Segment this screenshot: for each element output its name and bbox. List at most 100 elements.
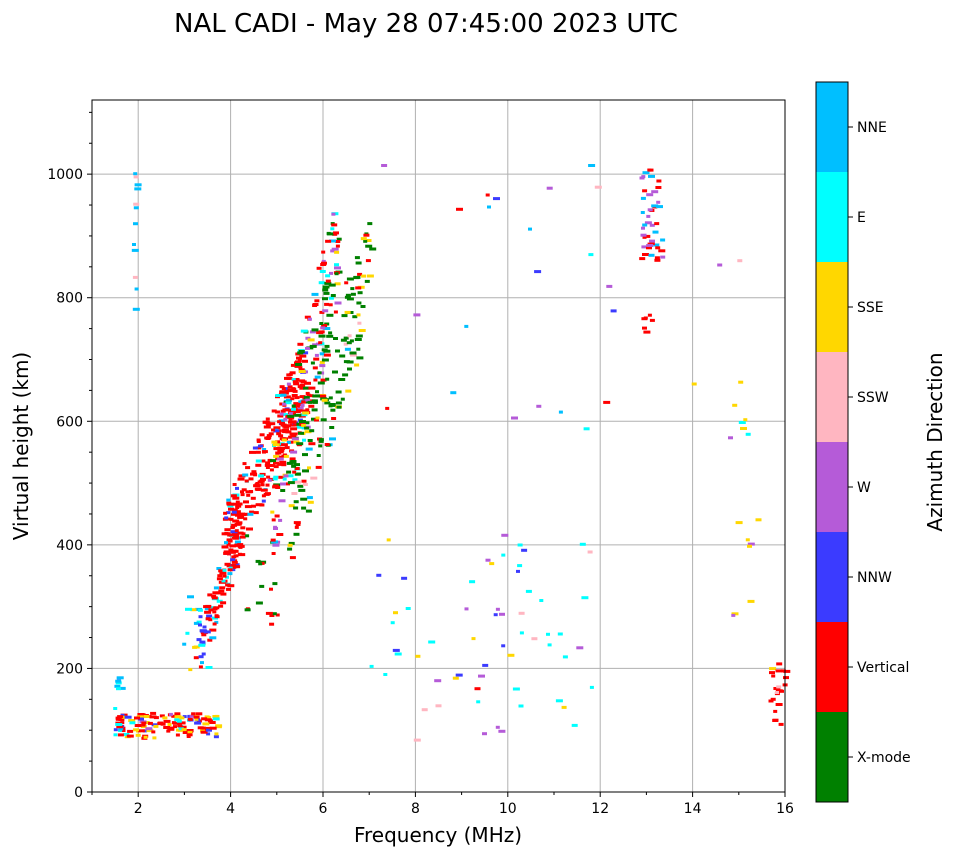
data-point — [307, 400, 313, 404]
data-point — [209, 628, 217, 632]
data-point — [654, 258, 661, 262]
data-point — [113, 707, 118, 710]
data-point — [594, 185, 602, 189]
data-point — [330, 294, 336, 297]
data-point — [259, 584, 265, 588]
data-point — [223, 511, 228, 515]
data-point — [334, 250, 340, 254]
data-point — [240, 513, 247, 517]
data-point — [271, 440, 278, 444]
data-point — [642, 223, 648, 227]
data-point — [648, 253, 655, 257]
data-point — [358, 329, 366, 332]
data-point — [204, 610, 212, 614]
data-point — [349, 339, 354, 343]
data-point — [273, 447, 279, 451]
data-point — [295, 480, 301, 484]
data-point — [163, 726, 171, 729]
data-point — [237, 521, 243, 525]
data-point — [291, 394, 298, 397]
data-point — [646, 193, 654, 197]
data-point — [315, 416, 320, 420]
data-point — [452, 676, 459, 680]
colorbar-segment — [816, 442, 848, 532]
data-point — [507, 653, 515, 657]
data-point — [296, 422, 302, 426]
data-point — [282, 424, 290, 428]
data-point — [200, 730, 208, 734]
data-point — [301, 479, 307, 483]
data-point — [717, 263, 723, 267]
y-tick-label: 600 — [56, 414, 83, 430]
data-point — [115, 679, 122, 683]
data-point — [413, 313, 421, 317]
data-point — [646, 244, 654, 247]
data-point — [193, 715, 200, 719]
data-point — [297, 484, 304, 488]
data-point — [268, 432, 274, 436]
data-point — [656, 179, 662, 183]
colorbar-segment — [816, 82, 848, 172]
data-point — [297, 402, 303, 406]
data-point — [294, 463, 300, 467]
data-point — [220, 592, 227, 596]
data-point — [301, 413, 308, 417]
data-point — [301, 409, 306, 413]
data-point — [205, 666, 213, 669]
data-point — [318, 439, 324, 443]
data-point — [291, 404, 296, 408]
data-point — [401, 576, 408, 580]
data-point — [193, 621, 199, 625]
data-point — [738, 421, 746, 424]
data-point — [213, 586, 219, 590]
data-point — [322, 297, 328, 301]
data-point — [151, 723, 158, 727]
data-point — [642, 189, 648, 193]
data-point — [253, 511, 259, 515]
data-point — [178, 727, 184, 731]
data-point — [272, 443, 280, 447]
data-point — [293, 404, 300, 408]
data-point — [129, 721, 136, 725]
data-point — [346, 277, 354, 281]
data-point — [640, 211, 645, 214]
data-point — [344, 310, 351, 314]
data-point — [329, 426, 335, 429]
data-point — [227, 584, 235, 588]
data-point — [331, 247, 339, 251]
data-point — [315, 394, 320, 398]
data-point — [226, 511, 231, 515]
data-point — [211, 596, 218, 600]
data-point — [230, 494, 237, 498]
colorbar-tick-label: E — [857, 210, 866, 226]
data-point — [312, 400, 318, 404]
colorbar-segment — [816, 262, 848, 352]
data-point — [649, 239, 655, 243]
chart-title: NAL CADI - May 28 07:45:00 2023 UTC — [174, 9, 678, 39]
data-point — [776, 662, 783, 666]
data-point — [769, 671, 775, 675]
colorbar-tick-label: X-mode — [857, 750, 911, 766]
data-point — [357, 291, 363, 295]
data-point — [309, 330, 316, 334]
data-point — [755, 518, 762, 522]
data-point — [233, 510, 241, 514]
data-point — [307, 439, 313, 442]
data-point — [322, 285, 330, 289]
data-point — [606, 284, 613, 288]
data-point — [649, 318, 655, 322]
data-point — [647, 168, 654, 172]
colorbar-tick-label: W — [857, 480, 871, 496]
data-point — [275, 451, 282, 455]
data-point — [300, 329, 308, 333]
data-point — [305, 336, 311, 340]
data-point — [329, 271, 333, 275]
data-point — [255, 503, 263, 507]
data-point — [278, 419, 285, 423]
data-point — [212, 610, 217, 614]
colorbar-tick-label: Vertical — [857, 660, 909, 676]
data-point — [262, 420, 270, 424]
data-point — [288, 474, 294, 478]
data-point — [511, 416, 518, 420]
colorbar-segment — [816, 352, 848, 442]
